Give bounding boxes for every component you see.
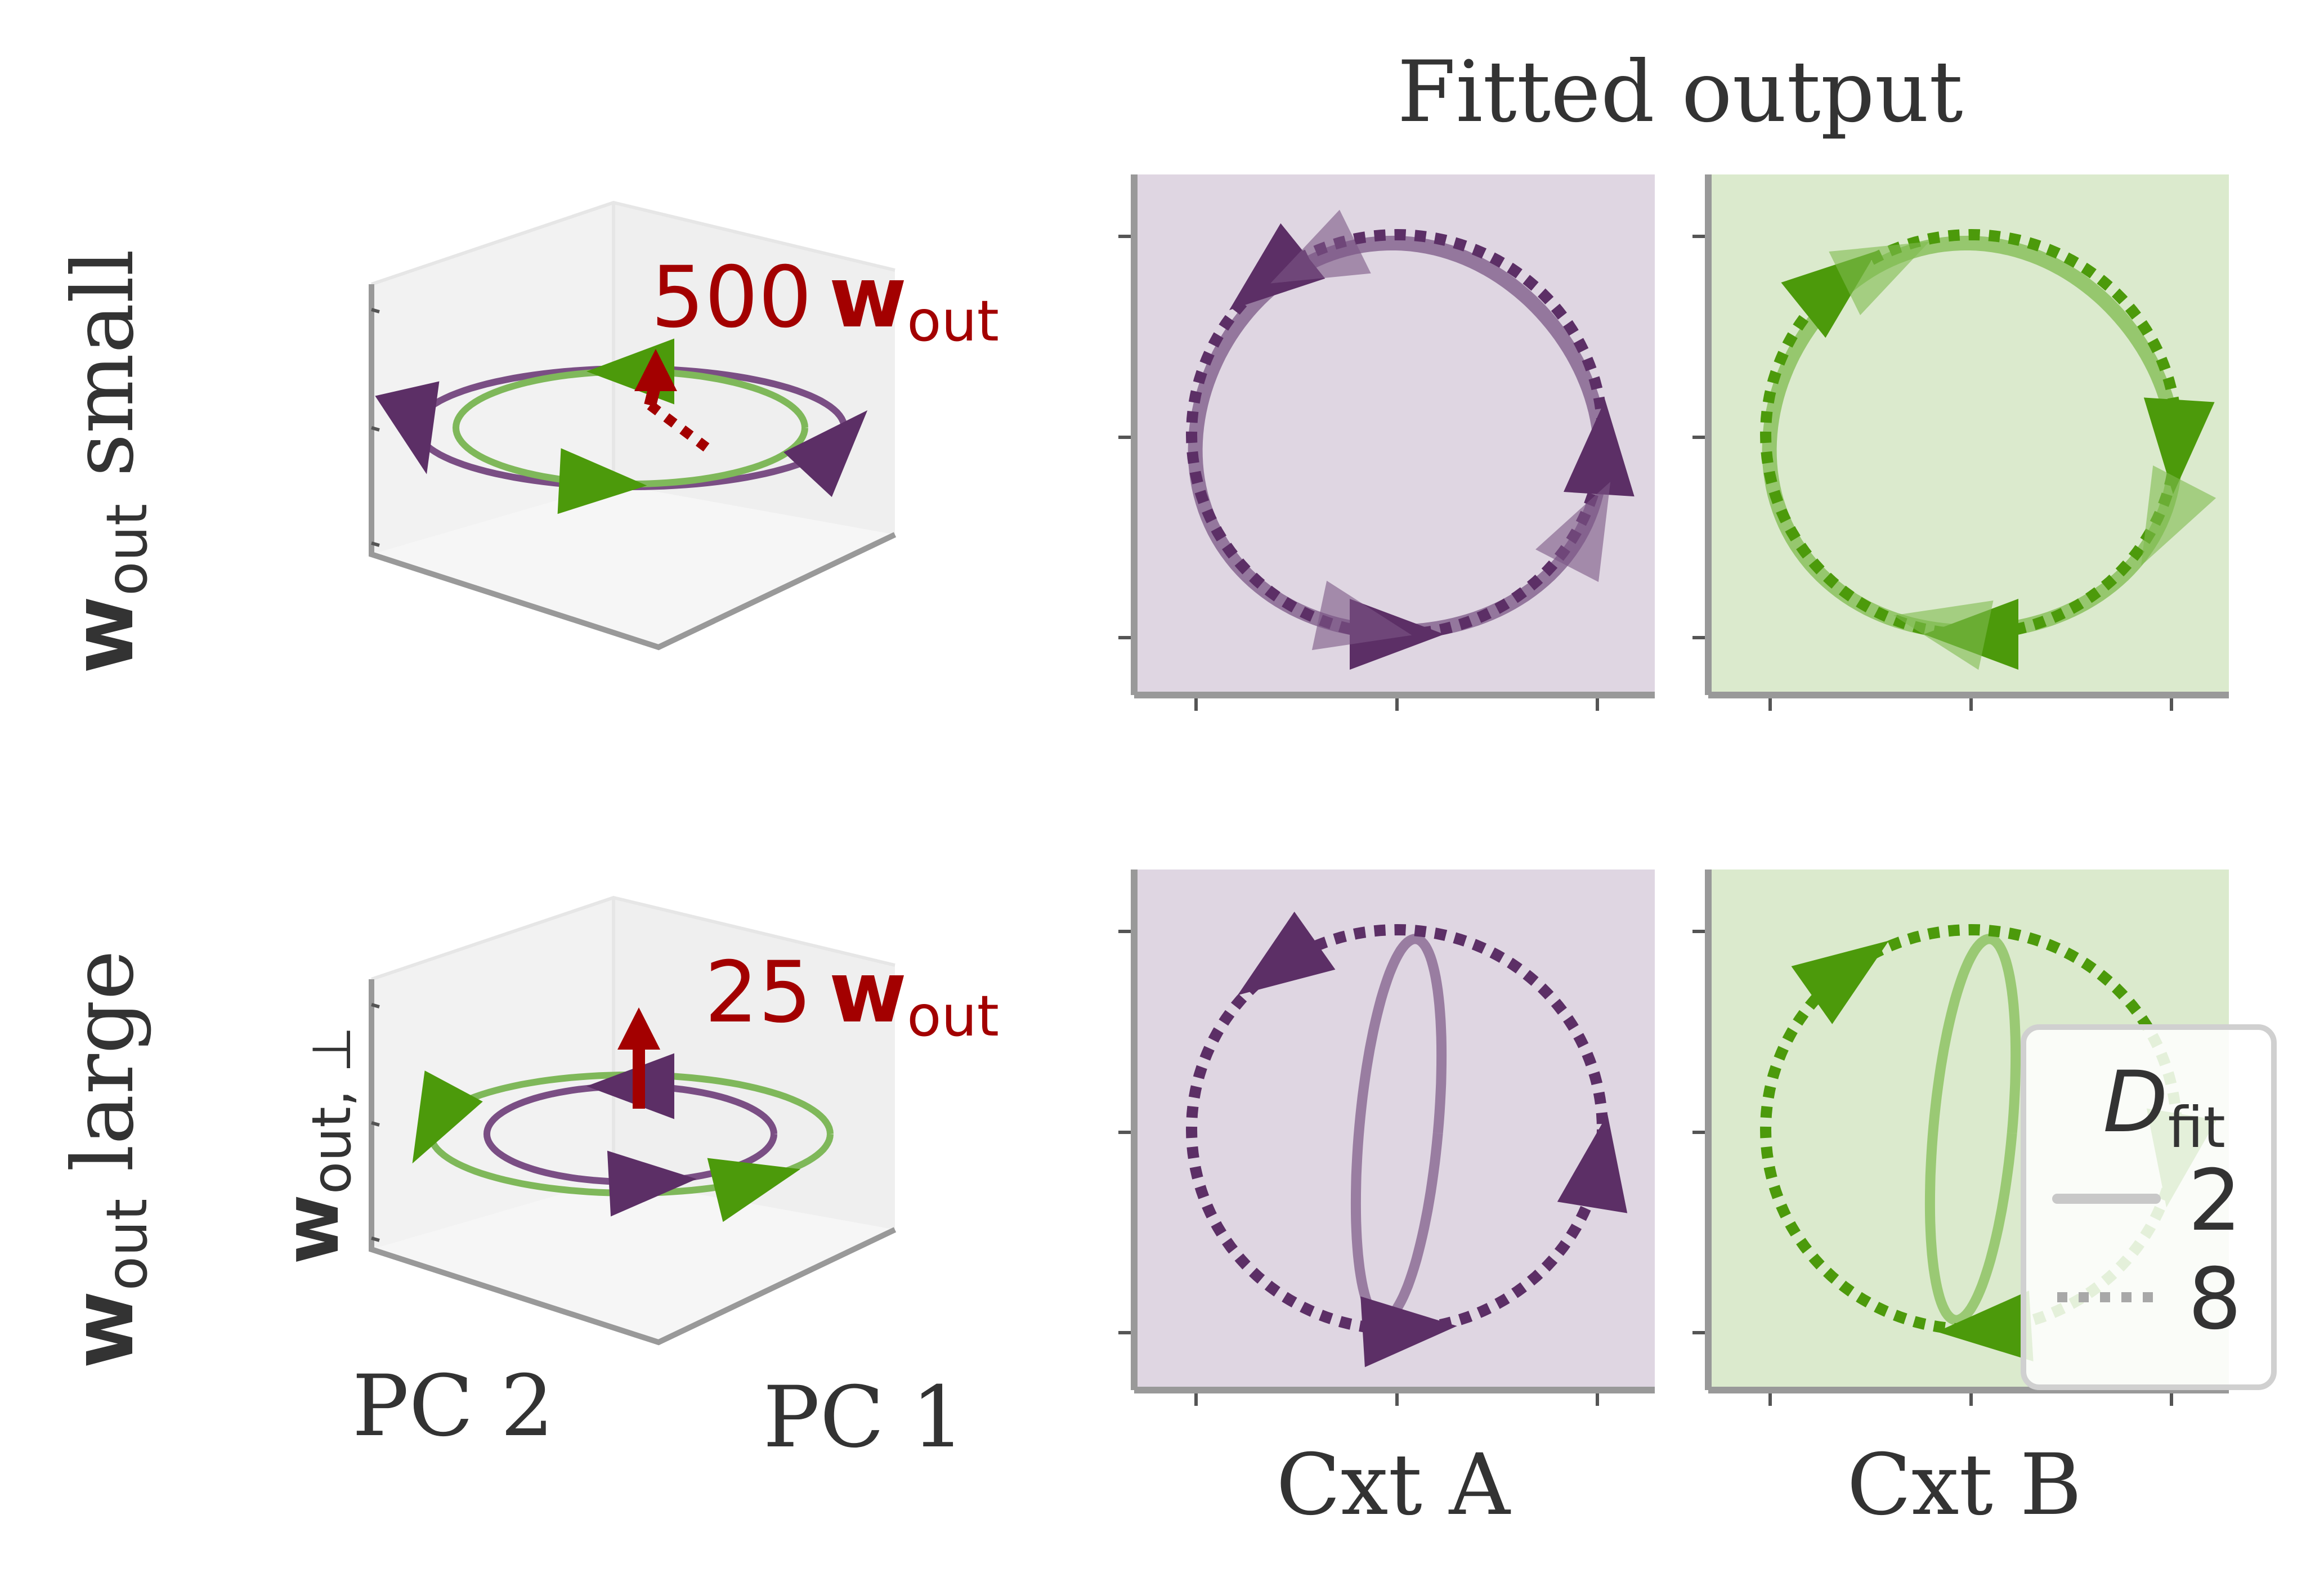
trajectory-cxt-b-arrowhead-1 [707, 1158, 801, 1222]
fit-dotted-arrowhead-2 [1937, 1290, 2034, 1362]
z-tick-1 [371, 1121, 380, 1127]
trajectory-cxt-a-arrowhead-0 [375, 381, 440, 474]
fit-solid-arrowhead-1 [2141, 465, 2216, 566]
row-label-small: wout small [55, 249, 160, 674]
fit-dotted-d8 [1185, 228, 1608, 640]
axis-label-wout-bold: w [267, 1194, 356, 1265]
fit-solid-arrowhead-1 [1535, 481, 1611, 582]
pane-left [371, 203, 614, 554]
fit-dotted-arrowhead-1 [1563, 400, 1635, 497]
scale-annotation-small-sub: out [907, 288, 999, 354]
svg-text:wout small: wout small [55, 249, 160, 674]
z-tick-0 [371, 1003, 380, 1009]
fit-dotted-arrowhead-1 [1557, 1114, 1628, 1213]
trajectory-cxt-a [483, 1082, 777, 1186]
row-label-large-text: large [55, 950, 153, 1199]
fit-solid-arrowhead-0 [1829, 241, 1929, 316]
trajectory-cxt-b-arrowhead-1 [557, 448, 647, 514]
fit-dotted-arrowhead-0 [1237, 911, 1336, 996]
scale-annotation-large-num: 25 [705, 944, 812, 1042]
row-label-large: wout large [55, 950, 160, 1369]
pca-3d-panel-small [369, 200, 897, 651]
legend-title-main: D [2103, 1054, 2168, 1151]
fitted-panel-small-cxt-b [1692, 174, 2229, 711]
axis-label-wout-sub: out, ⊥ [301, 1026, 363, 1194]
pane-floor [371, 1179, 895, 1342]
svg-text:wout large: wout large [55, 950, 160, 1369]
readout-arrow-head [634, 349, 677, 391]
fit-dotted-arrowhead-0 [1791, 940, 1889, 1024]
fit-dotted-d8 [1185, 924, 1608, 1335]
trajectory-cxt-a-arrowhead-0 [607, 1150, 697, 1217]
legend-label-8: 8 [2188, 1251, 2241, 1348]
fit-solid-d2 [1762, 235, 2183, 639]
column-label-cxt-b: Cxt B [1847, 1436, 2082, 1534]
fit-dotted-arrowhead-0 [1229, 223, 1326, 311]
scale-annotation-large: 25 wout [705, 944, 999, 1049]
fit-solid-d2 [1188, 235, 1609, 639]
scale-annotation-small-num: 500 [651, 249, 812, 347]
fit-solid-d2 [1350, 934, 1447, 1325]
trajectory-cxt-a-arrowhead-1 [783, 410, 868, 498]
fit-dotted-arrowhead-2 [1360, 1296, 1457, 1368]
panel-background [1134, 174, 1655, 695]
scale-annotation-large-sub: out [907, 983, 999, 1049]
z-tick-2 [371, 541, 380, 547]
row-label-large-bold: w [55, 1290, 153, 1369]
axis-label-wout-perp: wout, ⊥ [267, 1026, 363, 1264]
scale-annotation-small-bold: w [829, 249, 907, 347]
axis-lines [369, 284, 897, 651]
axis-lines [369, 979, 897, 1346]
row-label-small-sub: out [94, 504, 160, 596]
pca-3d-panel-large [369, 895, 897, 1346]
fitted-panel-large-cxt-a [1118, 870, 1655, 1406]
scale-annotation-large-bold: w [829, 944, 907, 1042]
z-tick-1 [371, 426, 380, 432]
fit-dotted-arrowhead-1 [2143, 397, 2215, 495]
figure-title: Fitted output [1397, 43, 1963, 141]
fit-solid-arrowhead-2 [1311, 580, 1412, 651]
legend: Dfit 2 8 [2021, 1024, 2277, 1390]
z-tick-2 [371, 1236, 380, 1242]
z-tick-0 [371, 308, 380, 313]
legend-title-sub: fit [2168, 1095, 2226, 1160]
row-label-small-text: small [55, 249, 153, 504]
column-label-cxt-a: Cxt A [1276, 1436, 1511, 1534]
fit-dotted-d8 [1759, 228, 2182, 640]
fitted-panel-small-cxt-a [1118, 174, 1655, 711]
pane-left [371, 898, 614, 1249]
pane-floor [371, 484, 895, 647]
trajectory-cxt-b [452, 368, 808, 488]
trajectory-cxt-a-arrowhead-1 [586, 1053, 674, 1119]
fit-solid-d2 [1924, 934, 2021, 1325]
axis-label-pc2: PC 2 [352, 1357, 554, 1455]
readout-arrow-head [617, 1007, 660, 1050]
scale-annotation-small: 500 wout [651, 249, 999, 354]
legend-title: Dfit [2103, 1054, 2226, 1160]
legend-label-2: 2 [2188, 1152, 2241, 1250]
fit-solid-arrowhead-0 [1270, 209, 1371, 284]
svg-text:wout, ⊥: wout, ⊥ [267, 1026, 363, 1264]
fit-solid-arrowhead-2 [1893, 600, 1994, 670]
row-label-small-bold: w [55, 596, 153, 674]
row-label-large-sub: out [94, 1199, 160, 1291]
axis-label-pc1: PC 1 [763, 1369, 965, 1467]
trajectory-cxt-b-arrowhead-0 [412, 1070, 483, 1164]
